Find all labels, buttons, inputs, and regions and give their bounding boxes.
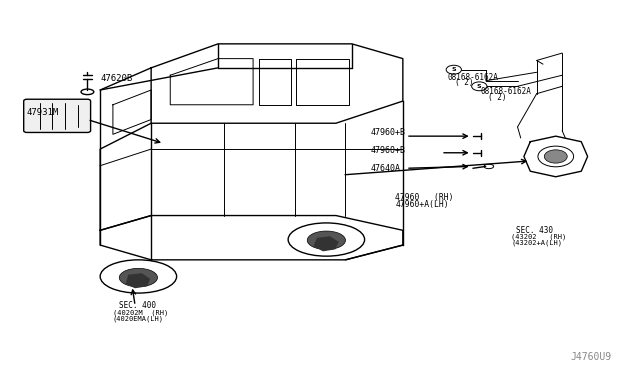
Text: SEC. 400: SEC. 400 [119,301,156,311]
Text: SEC. 430: SEC. 430 [516,226,553,235]
Text: ( 2): ( 2) [455,78,474,87]
Text: 47960+B: 47960+B [371,147,406,155]
Text: 08168-6162A: 08168-6162A [481,87,531,96]
Text: S: S [451,67,456,72]
Circle shape [446,65,461,74]
Text: 47960   (RH): 47960 (RH) [395,193,454,202]
Circle shape [472,82,487,91]
Text: 47960+A(LH): 47960+A(LH) [395,200,449,209]
Text: ( 2): ( 2) [488,93,507,102]
Text: 47960+B: 47960+B [371,128,406,137]
Text: (43202   (RH): (43202 (RH) [511,234,566,240]
Ellipse shape [119,268,157,287]
Polygon shape [126,274,149,288]
Text: (4020EMA(LH): (4020EMA(LH) [113,316,164,322]
Text: 47931M: 47931M [27,108,59,118]
Text: 08168-6162A: 08168-6162A [447,73,499,81]
Text: J4760U9: J4760U9 [571,352,612,362]
Text: (43202+A(LH): (43202+A(LH) [511,240,562,247]
Text: (40202M  (RH): (40202M (RH) [113,310,168,316]
Text: 47640A: 47640A [371,164,401,173]
Text: S: S [477,84,482,89]
Polygon shape [314,237,338,251]
Circle shape [544,150,567,163]
Text: 47620B: 47620B [100,74,132,83]
Ellipse shape [307,231,346,250]
FancyBboxPatch shape [24,99,91,132]
